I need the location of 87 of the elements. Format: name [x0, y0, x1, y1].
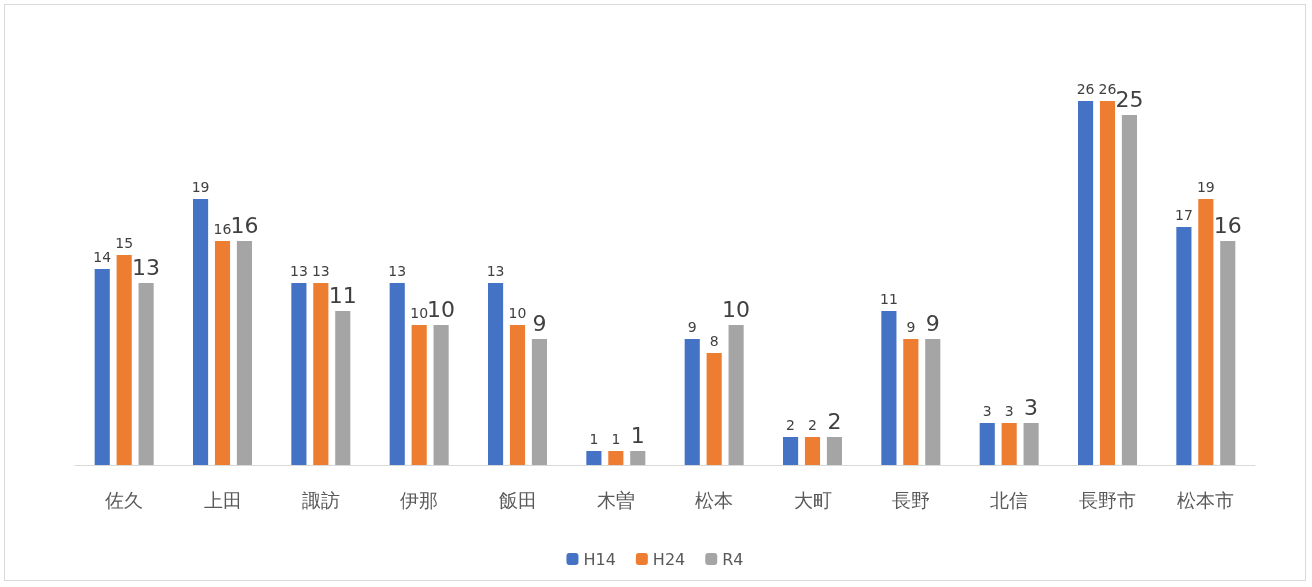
legend-label: H24 [652, 549, 686, 569]
data-label: 16 [1213, 212, 1242, 238]
data-label: 3 [982, 403, 992, 419]
data-label: 16 [230, 212, 259, 238]
bar [138, 283, 154, 465]
bar [728, 325, 744, 465]
data-label: 17 [1174, 207, 1193, 223]
bar [684, 339, 700, 465]
bar [881, 311, 897, 465]
bar [214, 241, 231, 465]
data-label: 9 [925, 310, 940, 336]
data-label: 19 [1196, 179, 1215, 195]
x-tick-label: 長野市 [1079, 488, 1136, 511]
data-label: 13 [289, 263, 308, 279]
bar [804, 437, 821, 465]
bar [335, 311, 351, 465]
bar [509, 325, 526, 465]
data-label: 3 [1004, 403, 1014, 419]
bar [433, 325, 449, 465]
bar [94, 269, 110, 465]
bar [389, 283, 405, 465]
data-label: 11 [328, 282, 357, 308]
bar [783, 437, 799, 465]
x-tick-label: 飯田 [498, 488, 537, 511]
data-label: 1 [589, 431, 599, 447]
data-label: 9 [532, 310, 547, 336]
data-label: 26 [1098, 81, 1117, 97]
data-label: 14 [93, 249, 112, 265]
x-tick-label: 上田 [203, 488, 242, 511]
bar [531, 339, 547, 465]
bar [608, 451, 624, 465]
x-tick-label: 木曽 [596, 488, 635, 511]
data-label: 10 [508, 305, 527, 321]
data-label: 1 [611, 431, 621, 447]
x-tick-label: 北信 [990, 488, 1029, 511]
bar [1198, 199, 1214, 465]
x-tick-label: 大町 [793, 488, 832, 511]
bar [1099, 101, 1116, 465]
data-label: 16 [213, 221, 232, 237]
bar [586, 451, 602, 465]
x-tick-label: 松本 [695, 488, 734, 511]
data-label: 3 [1024, 394, 1039, 420]
data-label: 11 [879, 291, 898, 307]
data-label: 2 [786, 417, 796, 433]
bar [903, 339, 919, 465]
data-label: 13 [132, 254, 161, 280]
data-label: 13 [486, 263, 505, 279]
bar [826, 437, 842, 465]
data-label: 10 [410, 305, 429, 321]
bar [488, 283, 504, 465]
data-label: 10 [722, 296, 751, 322]
bar [116, 255, 132, 465]
legend-label: H14 [583, 549, 616, 569]
bar [1001, 423, 1017, 465]
bar [411, 325, 427, 465]
bar [706, 353, 722, 465]
data-label: 9 [906, 319, 916, 335]
bar [313, 283, 329, 465]
bar [979, 423, 995, 465]
bar [193, 199, 209, 465]
data-label: 8 [709, 333, 719, 349]
data-label: 25 [1115, 86, 1144, 112]
bar [1121, 115, 1137, 465]
bar [291, 283, 307, 465]
bar [630, 451, 646, 465]
data-label: 2 [808, 417, 817, 433]
data-label: 15 [115, 235, 134, 251]
data-label: 10 [427, 296, 456, 322]
data-label: 9 [687, 319, 697, 335]
data-label: 13 [311, 263, 330, 279]
data-label: 2 [827, 408, 842, 434]
bar [1023, 423, 1039, 465]
bar [1220, 241, 1236, 465]
data-label: 1 [630, 422, 645, 448]
data-label: 26 [1076, 81, 1095, 97]
x-tick-label: 伊那 [400, 488, 439, 511]
bar [1176, 227, 1192, 465]
legend-label: R4 [722, 549, 744, 569]
x-tick-label: 長野 [891, 488, 930, 511]
bar [1078, 101, 1094, 465]
data-label: 19 [191, 179, 210, 195]
x-tick-label: 佐久 [105, 488, 144, 511]
bar [236, 241, 252, 465]
x-tick-label: 松本市 [1177, 488, 1235, 511]
bar [925, 339, 941, 465]
x-tick-label: 諏訪 [301, 488, 340, 511]
data-label: 13 [388, 263, 407, 279]
